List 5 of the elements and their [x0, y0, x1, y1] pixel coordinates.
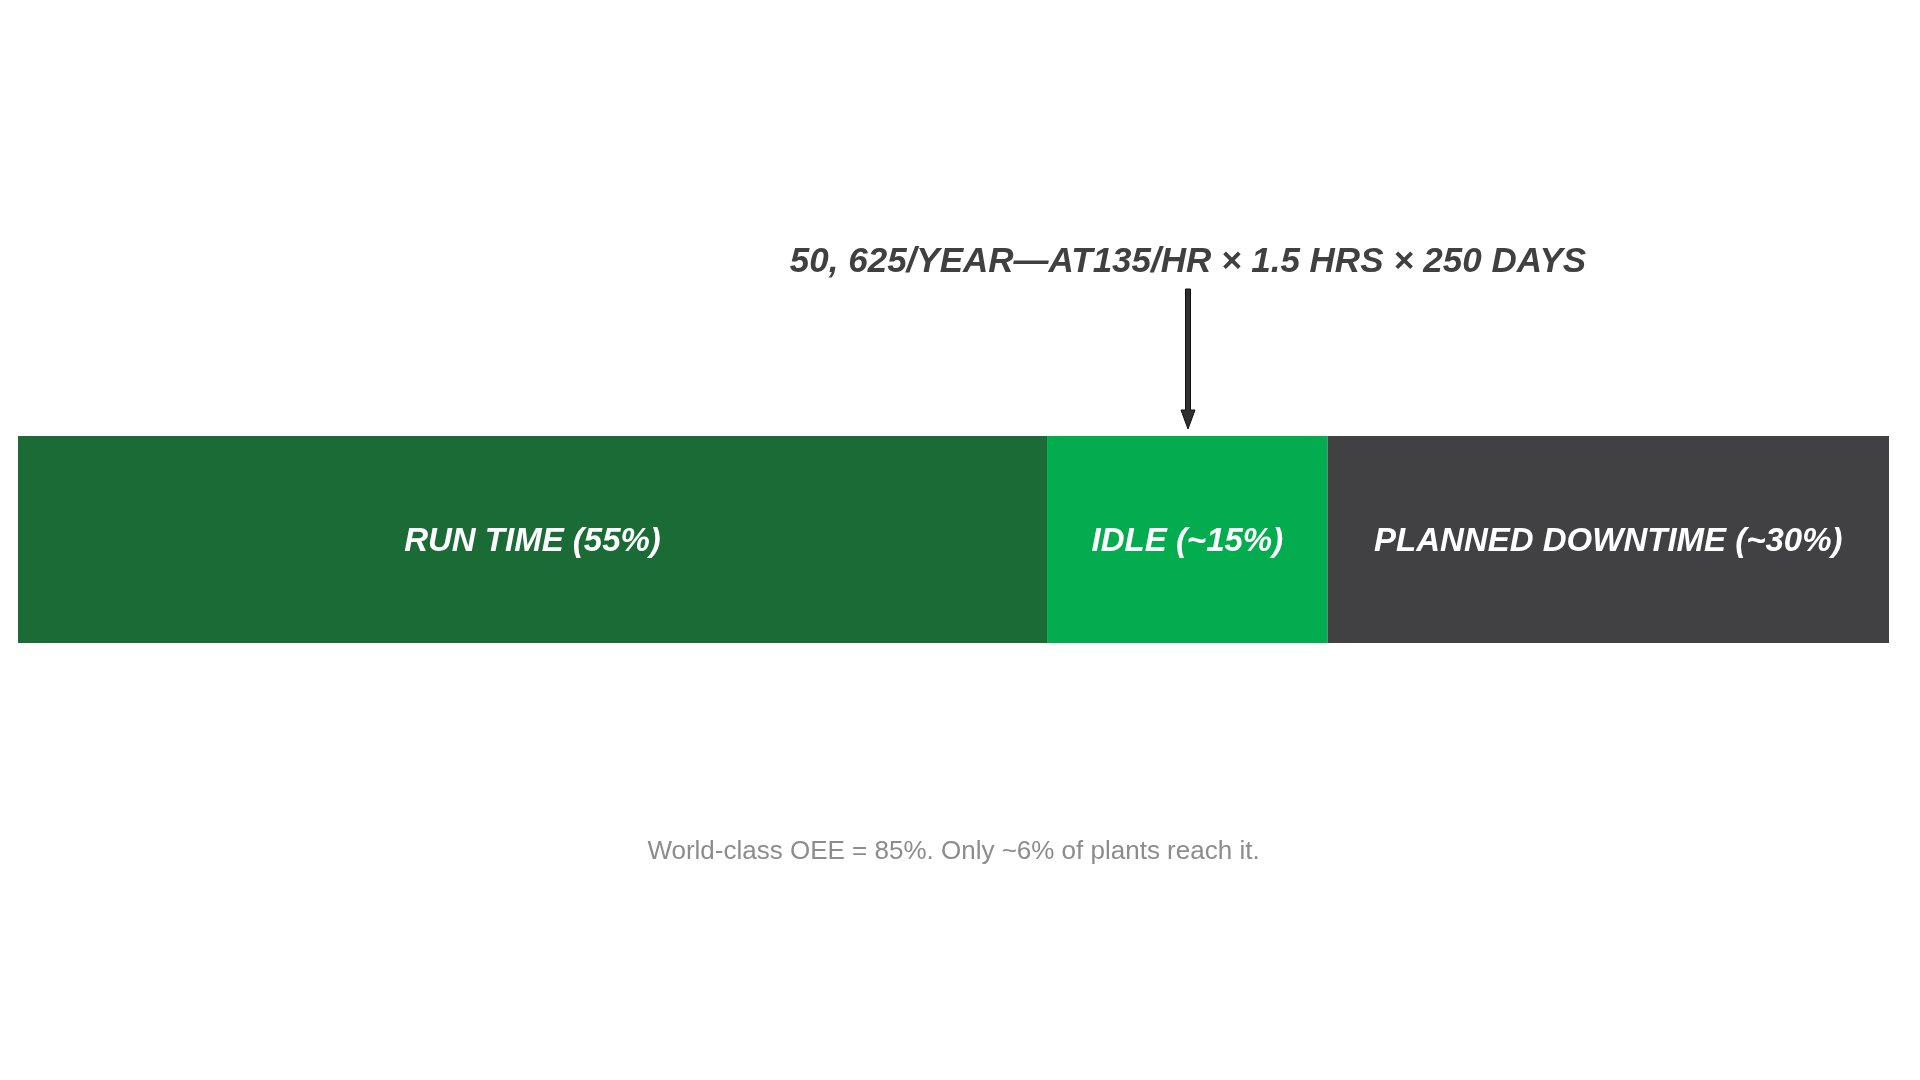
text: World-class OEE = 85%. Only ~6% of plants reach it.: [647, 835, 1260, 865]
series-label: RUN TIME (55%): [404, 521, 661, 558]
text: 50, 625/YEAR—AT135/HR × 1.5 HRS × 250 DAYS: [789, 240, 1587, 279]
series-label: PLANNED DOWNTIME (~30%): [1374, 521, 1843, 558]
series-label: IDLE (~15%): [1091, 521, 1284, 558]
